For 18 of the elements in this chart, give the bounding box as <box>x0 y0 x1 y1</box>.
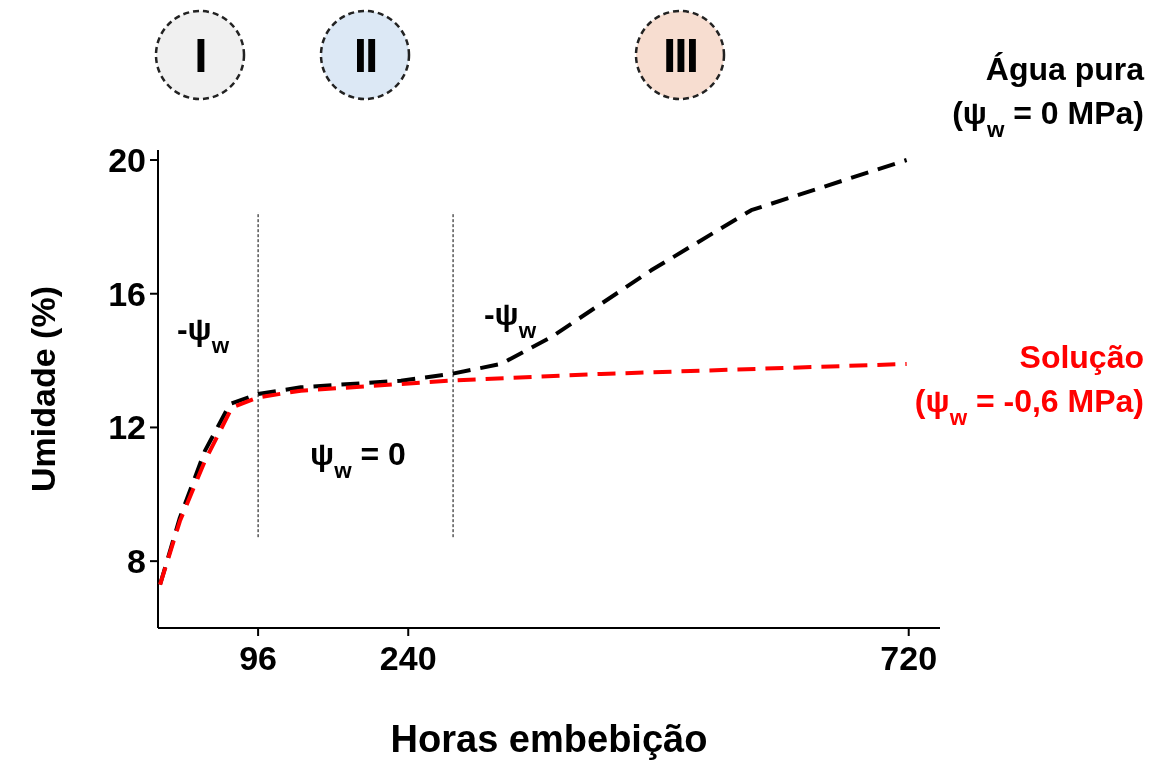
x-tick-label: 240 <box>379 639 437 677</box>
y-tick-label: 8 <box>127 542 146 581</box>
text: II <box>353 28 377 82</box>
x-tick-label: 96 <box>239 639 278 677</box>
text: Solução (ψ$_{w}$ = -0,6 MPa) <box>914 338 1144 430</box>
line-series <box>158 361 909 587</box>
y-tick-label: 20 <box>108 140 146 179</box>
y-tick-label: 12 <box>108 408 146 447</box>
text: III <box>662 28 698 82</box>
x-axis-title: Horas embebição <box>390 718 708 760</box>
series-label: Água pura (ψ$_{w}$ = 0 MPa) <box>952 51 1145 142</box>
annotation: -ψ$_{w}$ <box>483 296 537 343</box>
annotation: ψ$_{w}$ = 0 <box>310 436 406 483</box>
text: I <box>194 28 206 82</box>
y-tick-label: 16 <box>108 274 146 313</box>
annotation: -ψ$_{w}$ <box>176 311 230 358</box>
x-tick-label: 720 <box>880 639 938 677</box>
y-axis-title: Umidade (%) <box>24 286 62 492</box>
